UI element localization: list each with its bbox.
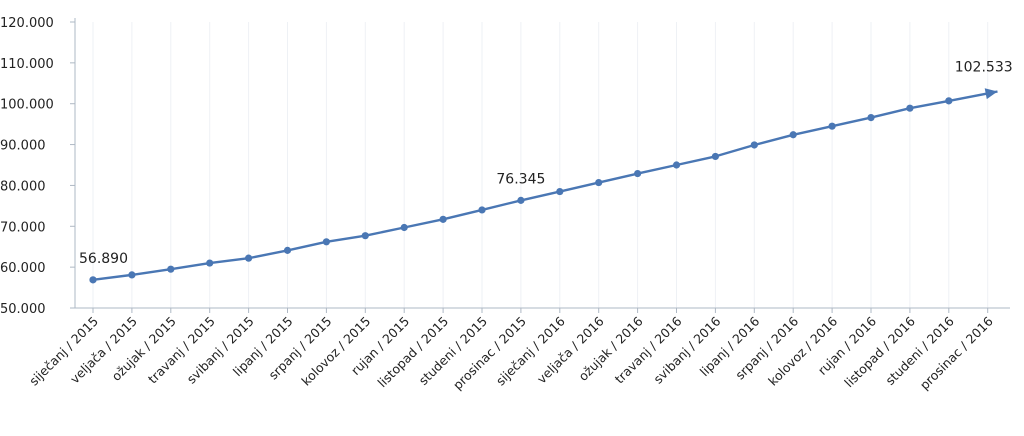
y-tick-label: 70.000 (0, 220, 46, 235)
data-label: 56.890 (79, 251, 128, 267)
x-tick-label: listopad / 2015 (374, 314, 451, 391)
series-arrowhead (984, 88, 998, 100)
data-point-8 (400, 223, 408, 232)
data-point-10 (478, 206, 486, 214)
x-tick-label: siječanj / 2016 (493, 313, 568, 388)
data-point-6 (322, 238, 330, 246)
x-tick-label: travanj / 2016 (612, 313, 685, 386)
x-tick-label: travanj / 2015 (145, 314, 218, 387)
grid (92, 22, 989, 308)
data-point-12 (556, 187, 564, 196)
series (89, 88, 998, 284)
data-point-11 (517, 196, 525, 204)
y-tick-label: 80.000 (0, 179, 46, 194)
data-label: 102.533 (955, 59, 1013, 75)
data-point-19 (828, 122, 836, 130)
data-point-21 (906, 104, 914, 112)
y-tick-label: 100.000 (0, 98, 54, 113)
x-tick-label: kolovoz / 2016 (765, 313, 840, 388)
x-tick-label: prosinac / 2016 (917, 313, 996, 392)
data-point-7 (361, 232, 369, 240)
x-tick-label: studeni / 2016 (882, 313, 957, 388)
data-point-15 (672, 161, 681, 169)
data-point-0 (89, 276, 97, 284)
x-tick-label: svibanj / 2015 (184, 314, 257, 387)
data-point-20 (867, 114, 875, 122)
data-point-18 (789, 131, 797, 139)
data-labels: 56.890 76.345 102.533 (79, 59, 1013, 266)
x-tick-label: siječanj / 2015 (26, 314, 101, 389)
data-point-16 (711, 152, 720, 161)
data-point-2 (167, 265, 175, 273)
x-tick-label: kolovoz / 2015 (298, 314, 373, 389)
x-tick-label: studeni / 2015 (416, 314, 490, 388)
y-tick-label: 110.000 (0, 57, 54, 72)
y-tick-label: 60.000 (0, 261, 46, 276)
data-point-5 (283, 246, 292, 254)
y-tick-label: 50.000 (0, 302, 46, 317)
x-tick-label: svibanj / 2016 (650, 313, 723, 386)
data-label: 76.345 (496, 171, 545, 187)
data-point-3 (206, 259, 214, 267)
data-point-22 (945, 97, 953, 105)
data-point-17 (750, 141, 758, 149)
data-point-1 (128, 271, 136, 279)
data-point-4 (245, 254, 253, 262)
x-tick-label: veljača / 2015 (67, 314, 140, 387)
y-tick-label: 120.000 (0, 16, 54, 31)
x-tick-label: veljača / 2016 (534, 313, 607, 386)
data-point-9 (439, 215, 447, 223)
x-tick-label: listopad / 2016 (841, 313, 918, 390)
y-axis-ticks: 50.000 60.000 70.000 80.000 90.000 100.000 110… (0, 16, 75, 317)
data-point-13 (595, 178, 603, 187)
y-tick-label: 90.000 (0, 139, 46, 154)
data-point-14 (634, 169, 642, 178)
axes (74, 18, 1010, 309)
